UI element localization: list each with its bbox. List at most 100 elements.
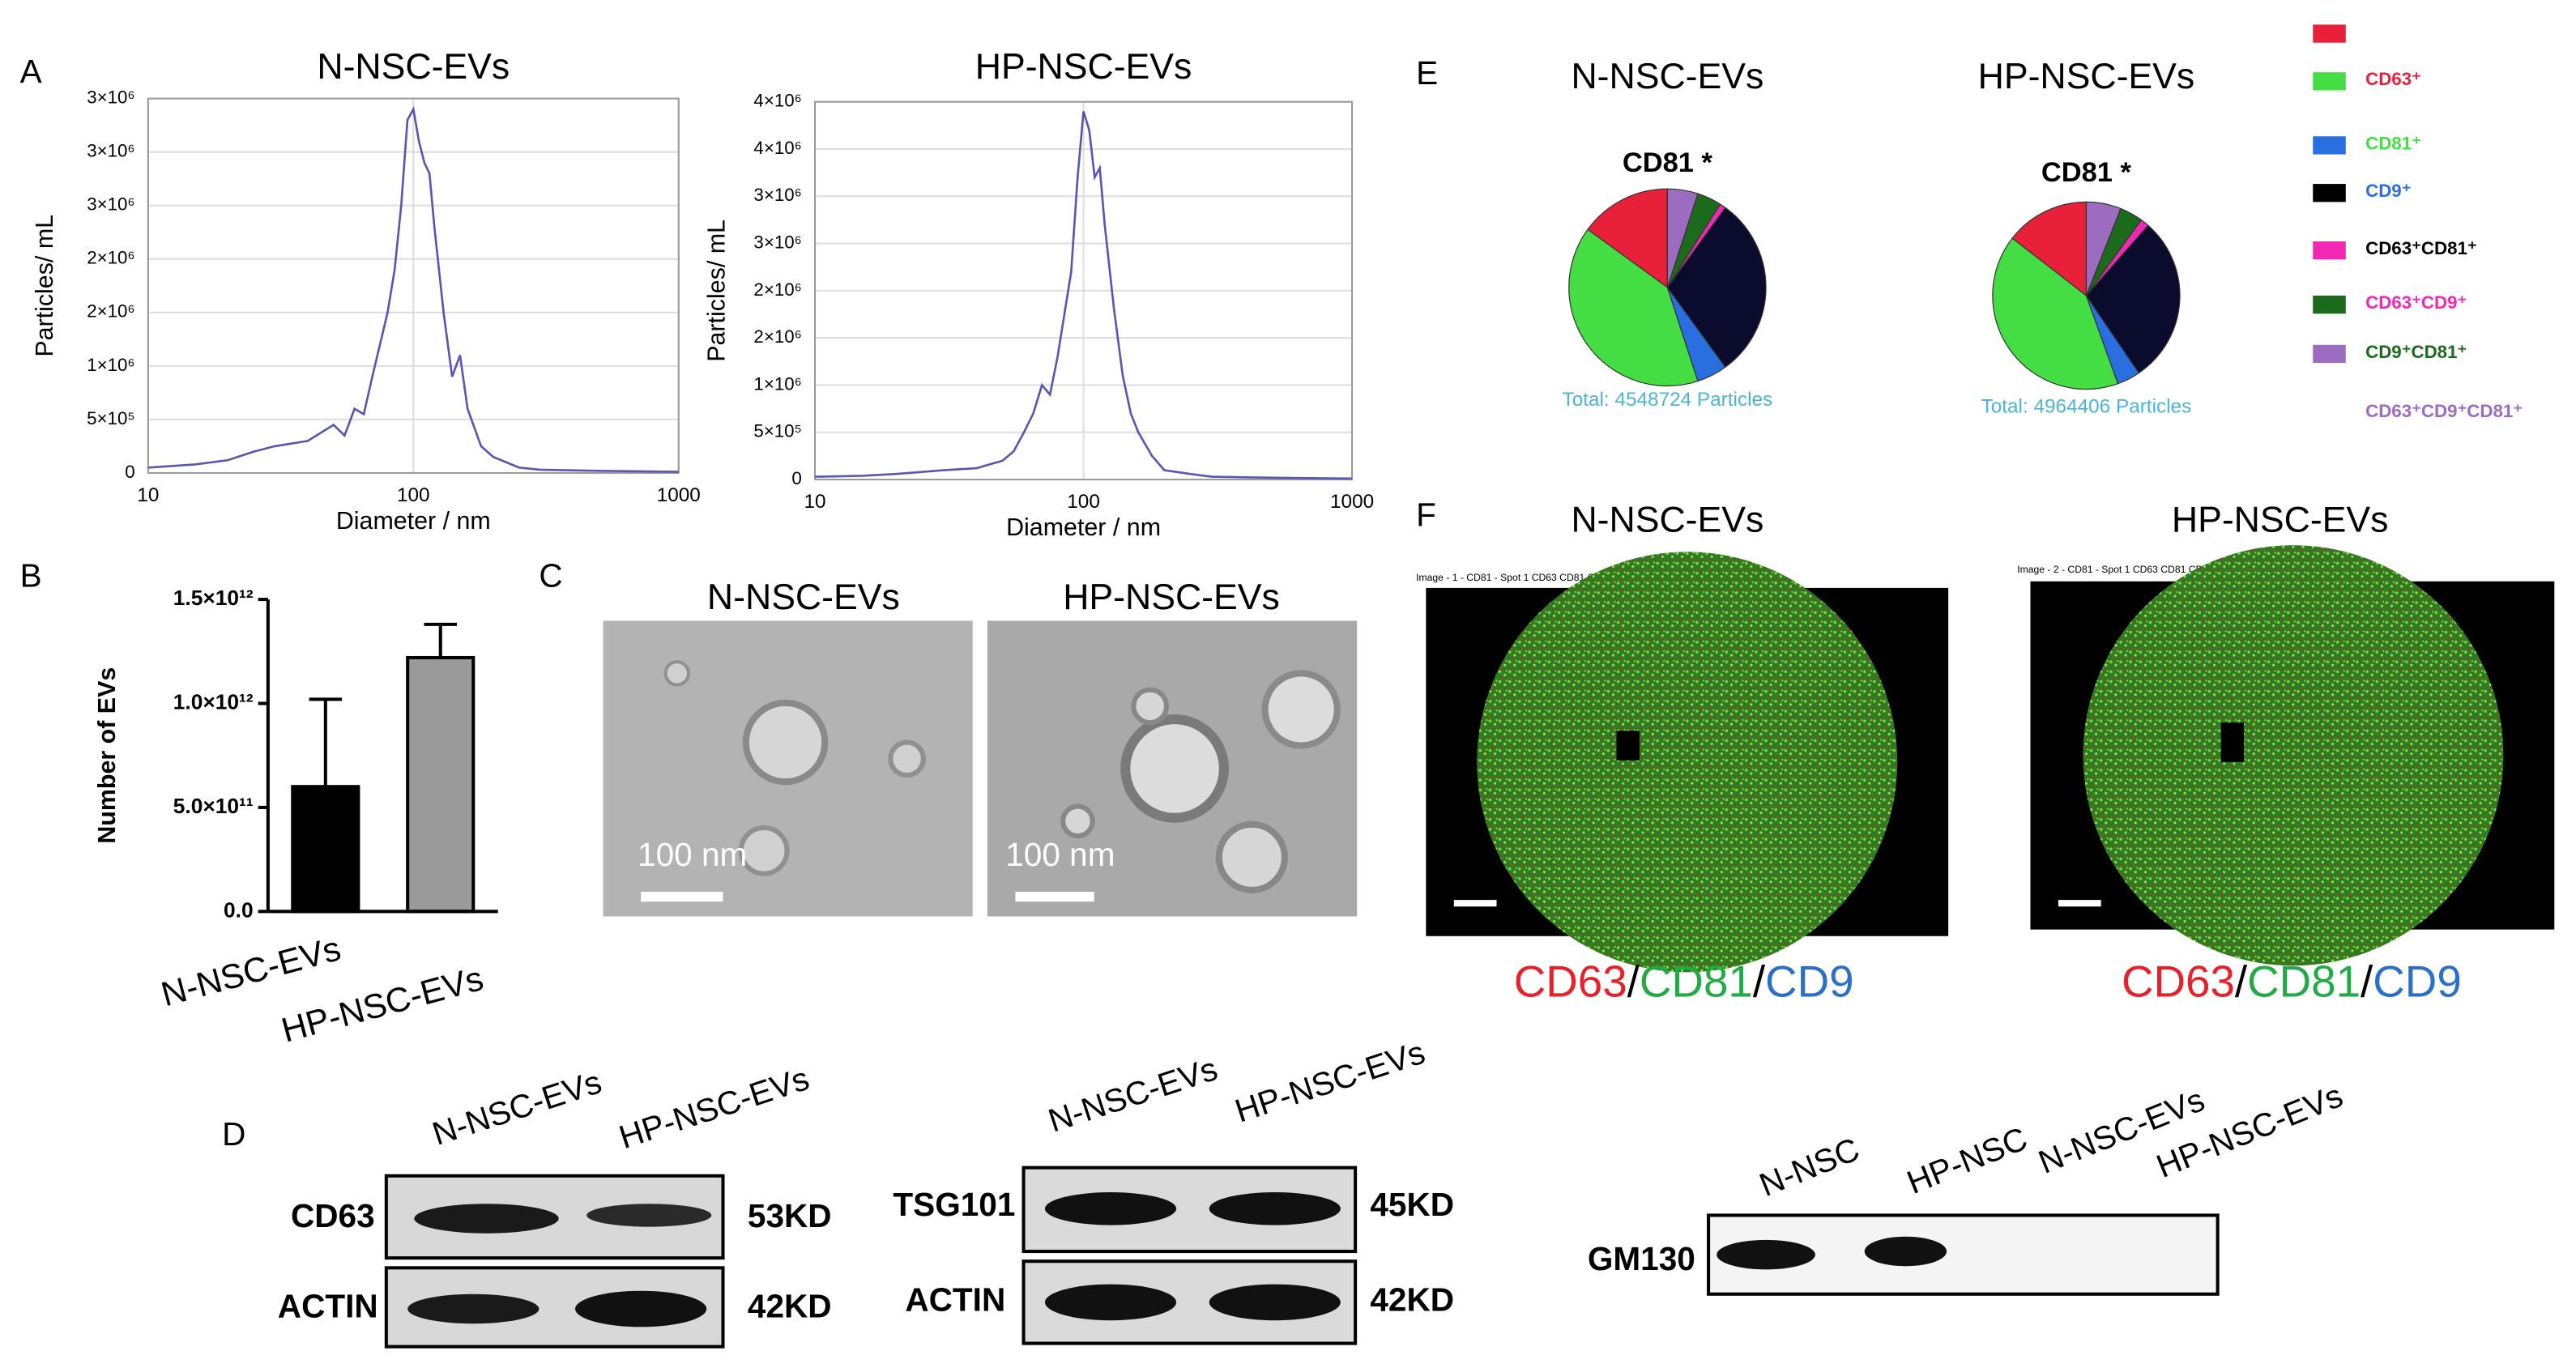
- y-tick-label: 3×10⁶: [87, 87, 134, 108]
- row-label: ACTIN: [905, 1281, 1005, 1319]
- spot: [2083, 545, 2504, 966]
- legend-label: CD9⁺CD81⁺: [2365, 342, 2467, 362]
- lane-label: HP-NSC-EVs: [1230, 1033, 1430, 1130]
- x-axis-label: Diameter / nm: [336, 507, 491, 535]
- spot-mark: [1616, 731, 1640, 761]
- imaging-title: HP-NSC-EVs: [2172, 501, 2389, 540]
- lane-label: N-NSC-EVs: [428, 1063, 606, 1153]
- spot-mark: [2220, 722, 2245, 762]
- legend-swatch: [2313, 72, 2346, 91]
- spot: [1477, 552, 1898, 973]
- pie-slice: [1666, 188, 1699, 288]
- legend-swatch: [2313, 344, 2346, 364]
- vesicle: [1215, 820, 1288, 894]
- y-tick-label: 1×10⁶: [753, 373, 801, 394]
- imaging-panel: N-NSC-EVs HP-NSC-EVs Image - 1 - CD81 - …: [1416, 501, 2555, 1007]
- pie-slice: [2085, 201, 2122, 296]
- lane-label: N-NSC-EVs: [1043, 1050, 1222, 1140]
- vesicle: [888, 739, 926, 778]
- tem-title: N-NSC-EVs: [707, 577, 900, 617]
- pie-slice: [1568, 228, 1699, 387]
- scale-bar: [2058, 900, 2101, 907]
- y-tick-label: 3×10⁶: [87, 194, 134, 215]
- stain-part: /: [2361, 957, 2373, 1007]
- chart-note: Total: 4964406 Particles: [1981, 395, 2192, 417]
- lane-label: N-NSC: [1754, 1130, 1864, 1204]
- panel-letter: D: [222, 1115, 245, 1153]
- panel-letter: F: [1416, 496, 1436, 533]
- size-label: 45KD: [1370, 1186, 1454, 1223]
- band: [1044, 1192, 1177, 1225]
- legend-swatch: [2313, 295, 2346, 314]
- tem-title: HP-NSC-EVs: [1063, 577, 1280, 617]
- x-tick-label: 10: [137, 484, 159, 506]
- pie-slice: [1992, 237, 2119, 390]
- vesicle: [1120, 714, 1230, 823]
- y-tick-label: 2×10⁶: [753, 279, 801, 300]
- y-tick-label: 2×10⁶: [87, 301, 134, 322]
- line-series: [815, 111, 1353, 480]
- y-tick-label: 2×10⁶: [87, 248, 134, 268]
- tem-panel: N-NSC-EVs HP-NSC-EVs 100 nm 100 nm: [603, 577, 1358, 917]
- imaging-caption: Image - 1 - CD81 - Spot 1 CD63 CD81 CD9: [1416, 572, 1607, 583]
- panel-letter: C: [539, 556, 562, 594]
- band: [1717, 1239, 1815, 1270]
- scale-bar: [1015, 891, 1094, 902]
- imaging-title: N-NSC-EVs: [1571, 501, 1764, 540]
- chart-subtitle: CD81 *: [1623, 147, 1713, 178]
- y-tick-label: 4×10⁶: [753, 138, 801, 158]
- y-tick-label: 0: [791, 468, 801, 488]
- pie-slice: [1587, 188, 1668, 289]
- y-axis-label: Particles/ mL: [702, 219, 730, 362]
- y-axis-label: Particles/ mL: [31, 215, 58, 357]
- lane-label: HP-NSC-EVs: [615, 1059, 814, 1156]
- chart-title: HP-NSC-EVs: [975, 47, 1192, 87]
- y-tick-label: 5×10⁵: [87, 408, 134, 428]
- bar: [291, 785, 360, 914]
- legend-label: CD63⁺: [2365, 69, 2421, 89]
- size-label: 42KD: [1370, 1281, 1454, 1319]
- stain-label: CD63/CD81/CD9: [2122, 957, 2462, 1007]
- stain-part: CD9: [2373, 957, 2462, 1007]
- band: [586, 1204, 712, 1227]
- band: [407, 1293, 540, 1324]
- band: [1044, 1284, 1177, 1321]
- x-tick-label: 1000: [657, 484, 701, 506]
- stain-part: CD81: [1640, 957, 1753, 1007]
- chart-subtitle: CD81 *: [2041, 157, 2132, 188]
- y-tick-label: 3×10⁶: [753, 185, 801, 205]
- x-tick-label: 100: [1067, 491, 1100, 513]
- legend-label: CD63⁺CD9⁺CD81⁺: [2365, 401, 2523, 421]
- stain-label: CD63/CD81/CD9: [1514, 957, 1854, 1007]
- y-tick-label: 0.0: [224, 897, 254, 922]
- x-tick-label: 1000: [1330, 491, 1374, 513]
- x-axis-label: Diameter / nm: [1006, 514, 1161, 541]
- band: [1209, 1284, 1341, 1321]
- stain-part: CD63: [2122, 957, 2235, 1007]
- size-label: 53KD: [748, 1197, 832, 1234]
- legend-label: CD63⁺CD81⁺: [2365, 238, 2477, 258]
- row-label: ACTIN: [278, 1288, 378, 1325]
- legend-swatch: [2313, 24, 2346, 43]
- scale-label: 100 nm: [638, 836, 747, 873]
- scale-bar: [1453, 900, 1497, 907]
- band: [1209, 1192, 1341, 1225]
- scale-label: 100 nm: [1005, 836, 1115, 873]
- chart-note: Total: 4548724 Particles: [1563, 389, 1773, 411]
- band: [575, 1290, 707, 1328]
- pie-slice: [2011, 201, 2088, 297]
- y-tick-label: 2×10⁶: [753, 326, 801, 347]
- chart-title: N-NSC-EVs: [1571, 57, 1764, 96]
- vesicle: [1131, 687, 1169, 726]
- vesicle: [1060, 803, 1095, 839]
- legend-label: CD63⁺CD9⁺: [2365, 292, 2467, 313]
- chart-title: N-NSC-EVs: [317, 47, 510, 87]
- stain-part: /: [2235, 957, 2248, 1007]
- plot-frame: [814, 100, 1354, 481]
- legend-swatch: [2313, 184, 2346, 202]
- blot-panel: N-NSC-EVs HP-NSC-EVs CD63 ACTIN 53KD 42K…: [278, 1033, 2348, 1349]
- row-label: CD63: [291, 1197, 375, 1234]
- plot-frame: [147, 97, 680, 474]
- bar: [406, 655, 476, 914]
